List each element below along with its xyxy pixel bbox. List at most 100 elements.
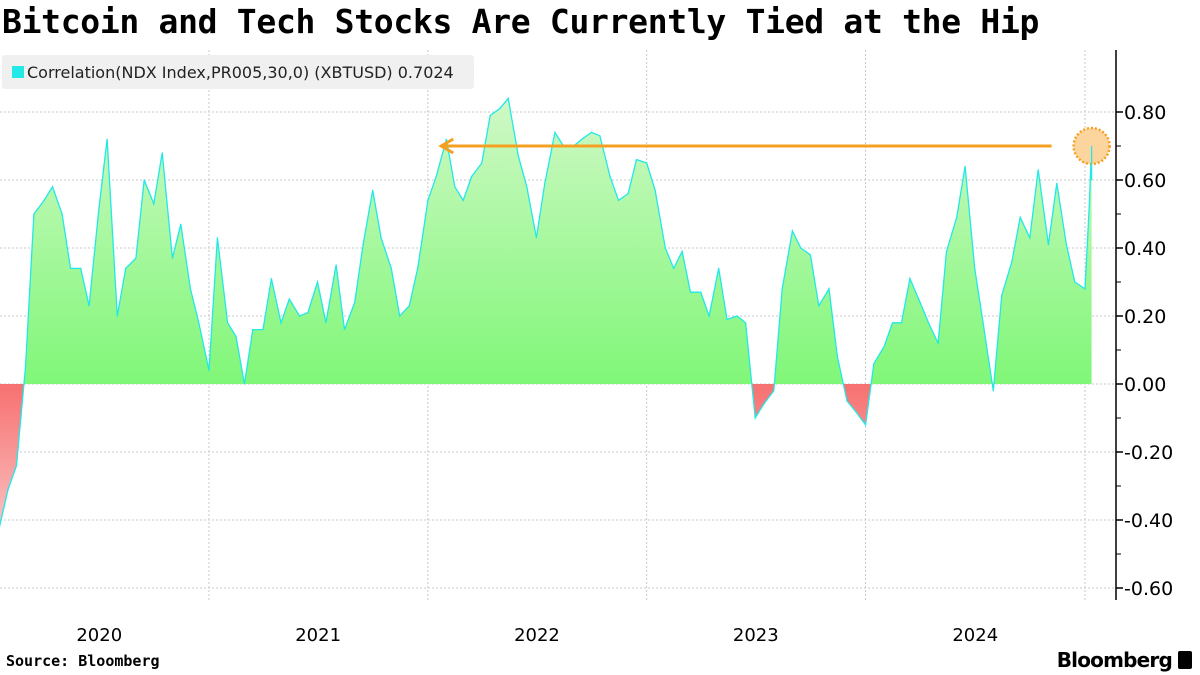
data-point xyxy=(43,199,45,201)
data-point xyxy=(883,346,885,348)
data-point xyxy=(380,237,382,239)
data-point xyxy=(1084,288,1086,290)
data-point xyxy=(1001,295,1003,297)
data-point xyxy=(208,369,210,371)
data-point xyxy=(51,186,54,188)
data-point xyxy=(243,383,245,385)
y-axis: 0.80 0.60 0.40 0.20 0.00 -0.20 -0.40 -0.60 xyxy=(1115,50,1173,600)
data-point xyxy=(1019,216,1021,218)
data-point xyxy=(909,278,911,280)
data-point xyxy=(80,267,82,269)
data-point xyxy=(681,250,683,252)
data-point xyxy=(590,131,593,133)
data-point xyxy=(517,155,519,157)
chart-title: Bitcoin and Tech Stocks Are Currently Ti… xyxy=(2,2,1040,41)
data-point xyxy=(1088,206,1090,208)
bloomberg-logo: Bloomberg xyxy=(1057,648,1192,672)
data-point xyxy=(763,403,765,405)
y-tick-label: -0.20 xyxy=(1124,442,1173,464)
data-point xyxy=(646,162,648,164)
data-point xyxy=(408,305,410,307)
data-point xyxy=(581,138,583,140)
data-point xyxy=(235,335,237,337)
data-point xyxy=(609,176,611,178)
data-point xyxy=(462,199,464,201)
data-point xyxy=(390,267,392,269)
data-point xyxy=(836,356,838,358)
data-point xyxy=(700,291,702,293)
data-point xyxy=(791,230,794,232)
data-point xyxy=(1065,244,1068,246)
data-point xyxy=(964,165,966,167)
data-point xyxy=(526,186,528,188)
data-point xyxy=(288,298,290,300)
data-point xyxy=(718,267,720,269)
data-point xyxy=(781,288,783,290)
data-point xyxy=(307,312,309,314)
x-tick-label: 2024 xyxy=(952,625,998,646)
data-point xyxy=(689,291,692,293)
data-point xyxy=(664,247,666,249)
annotation xyxy=(7,97,1111,490)
data-point xyxy=(554,131,556,133)
data-point xyxy=(481,162,483,164)
y-tick-label: 0.40 xyxy=(1124,238,1166,260)
data-point xyxy=(153,203,155,205)
data-point xyxy=(399,315,401,317)
data-point xyxy=(135,257,137,259)
x-tick-label: 2022 xyxy=(514,625,560,646)
data-point xyxy=(1029,237,1031,239)
source-note: Source: Bloomberg xyxy=(6,652,160,670)
legend: Correlation(NDX Index,PR005,30,0) (XBTUS… xyxy=(2,55,474,89)
data-point xyxy=(1074,281,1076,283)
data-point xyxy=(1047,244,1050,246)
data-point xyxy=(900,322,903,324)
data-point xyxy=(864,424,867,426)
data-point xyxy=(927,322,930,324)
data-point xyxy=(252,329,254,331)
data-point xyxy=(298,315,301,317)
data-point xyxy=(445,138,448,140)
data-point xyxy=(818,305,820,307)
x-axis: 2020 2021 2022 2023 2024 xyxy=(76,625,998,646)
data-point xyxy=(919,301,921,303)
data-point xyxy=(507,97,509,99)
data-point xyxy=(627,193,629,195)
data-point xyxy=(1056,182,1058,184)
data-point xyxy=(33,213,35,215)
data-point xyxy=(180,223,182,225)
x-tick-label: 2023 xyxy=(733,625,779,646)
data-point xyxy=(736,315,738,317)
data-point xyxy=(270,278,272,280)
data-point xyxy=(343,329,346,331)
data-point xyxy=(427,199,429,201)
data-point xyxy=(171,257,174,259)
correlation-line xyxy=(0,96,1093,528)
data-point xyxy=(362,244,364,246)
data-point xyxy=(499,108,501,110)
data-point xyxy=(773,390,775,392)
data-point xyxy=(280,322,282,324)
positive-area xyxy=(0,98,1092,384)
data-point xyxy=(106,138,108,140)
data-point xyxy=(617,199,620,201)
data-point xyxy=(956,216,958,218)
data-point xyxy=(316,281,319,283)
data-point xyxy=(708,315,710,317)
data-point xyxy=(61,213,63,215)
y-tick-label: 0.80 xyxy=(1124,102,1166,124)
data-point xyxy=(125,267,127,269)
data-point xyxy=(891,322,894,324)
y-tick-label: 0.20 xyxy=(1124,306,1166,328)
data-point xyxy=(15,465,18,467)
data-point xyxy=(372,189,374,191)
data-point xyxy=(992,390,994,392)
y-tick-label: 0.60 xyxy=(1124,170,1166,192)
data-point xyxy=(226,322,229,324)
data-point xyxy=(161,152,163,154)
data-point xyxy=(937,342,939,344)
data-point xyxy=(726,318,728,320)
data-point xyxy=(98,210,100,212)
data-point xyxy=(262,329,264,331)
